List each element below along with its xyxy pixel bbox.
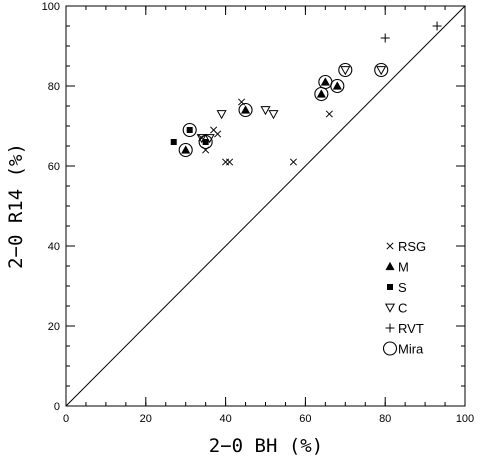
data-point-rsg (226, 158, 234, 166)
identity-line (65, 5, 466, 407)
data-point-s (186, 127, 193, 133)
data-point-mira (182, 122, 197, 138)
data-point-mira (374, 62, 389, 78)
data-point-mira (198, 134, 213, 150)
data-point-mira-shape (182, 122, 197, 138)
legend-label-s: S (398, 280, 407, 295)
data-point-m (316, 89, 326, 98)
x-tick-label: 40 (219, 413, 231, 425)
x-tick-label: 60 (299, 413, 311, 425)
y-tick-label: 0 (54, 401, 60, 413)
data-point-rvt-shape (432, 21, 442, 31)
x-tick-label: 0 (63, 413, 69, 425)
data-point-c-shape (196, 134, 207, 144)
data-point-rvt-shape (380, 33, 390, 43)
data-point-s-shape (186, 127, 193, 133)
data-point-rsg-shape (289, 158, 297, 166)
data-point-mira-shape (374, 62, 389, 78)
data-point-rvt (432, 21, 442, 31)
data-point-c (340, 66, 351, 76)
x-tick-label: 100 (456, 413, 474, 425)
data-point-mira-shape (198, 134, 213, 150)
data-point-m (332, 81, 342, 90)
data-point-c-shape (216, 110, 227, 120)
data-point-c-shape (340, 66, 351, 76)
data-point-mira (338, 62, 353, 78)
data-point-m (240, 105, 251, 114)
data-point-rsg-shape (226, 158, 234, 166)
axes: 0 20 40 60 80 100 0 20 40 60 80 100 (42, 1, 475, 425)
legend-marker-m (385, 261, 395, 271)
data-point-m-shape (240, 105, 251, 114)
y-tick-label: 40 (48, 241, 60, 253)
data-point-mira (330, 78, 345, 94)
data-point-c (376, 66, 387, 76)
data-point-m-shape (316, 89, 326, 98)
data-point-c (204, 134, 215, 144)
legend-marker-rsg (386, 242, 394, 250)
legend-label-mira: Mira (398, 342, 424, 357)
legend-label-rvt: RVT (398, 321, 424, 336)
data-point-s (202, 139, 209, 145)
legend-marker-rsg-shape (386, 242, 394, 250)
legend-marker-s-shape (387, 284, 393, 290)
plot-area (65, 5, 466, 407)
data-point-rvt (380, 33, 390, 43)
y-tick-label: 100 (42, 1, 60, 13)
y-axis-title: 2−0 R14 (%) (5, 143, 27, 269)
legend-marker-rvt (385, 323, 395, 333)
legend-label-m: M (398, 260, 409, 275)
data-point-m-shape (181, 145, 191, 154)
y-tick-label: 60 (48, 161, 60, 173)
data-point-rsg-shape (214, 130, 222, 138)
legend-marker-c-shape (384, 303, 396, 313)
legend-marker-mira (382, 341, 398, 356)
data-point-c-shape (260, 106, 271, 116)
data-point-rsg (214, 130, 222, 138)
data-point-mira-shape (330, 78, 345, 94)
data-point-s (170, 139, 177, 145)
data-point-c-shape (376, 66, 387, 76)
data-point-m (320, 77, 330, 86)
data-point-mira (178, 142, 193, 158)
legend-marker-mira-shape (382, 341, 398, 356)
data-point-c-shape (204, 134, 215, 144)
x-tick-label: 20 (140, 413, 152, 425)
legend-marker-m-shape (385, 261, 395, 271)
data-point-mira-shape (238, 102, 253, 118)
data-point-rsg (325, 110, 333, 118)
legend-label-c: C (398, 301, 407, 316)
y-tick-label: 20 (48, 321, 60, 333)
data-point-m-shape (332, 81, 342, 90)
data-point-rsg (289, 158, 297, 166)
data-point-c (260, 106, 271, 116)
data-point-m (181, 145, 191, 154)
data-point-c (216, 110, 227, 120)
data-point-mira-shape (338, 62, 353, 78)
data-point-mira (238, 102, 253, 118)
x-tick-label: 80 (379, 413, 391, 425)
y-tick-label: 80 (48, 81, 60, 93)
legend-label-rsg: RSG (398, 239, 426, 254)
x-axis-title: 2−0 BH (%) (209, 435, 323, 457)
data-point-s-shape (202, 139, 209, 145)
data-point-s-shape (170, 139, 177, 145)
legend-marker-s (387, 284, 393, 290)
legend: RSG MSC RVT Mira (382, 239, 426, 357)
legend-marker-c (384, 303, 396, 313)
data-point-c-shape (268, 110, 279, 120)
data-point-c (268, 110, 279, 120)
data-point-c (196, 134, 207, 144)
data-point-mira-shape (178, 142, 193, 158)
data-point-rsg-shape (325, 110, 333, 118)
legend-marker-rvt-shape (385, 323, 395, 333)
data-point-m-shape (320, 77, 330, 86)
